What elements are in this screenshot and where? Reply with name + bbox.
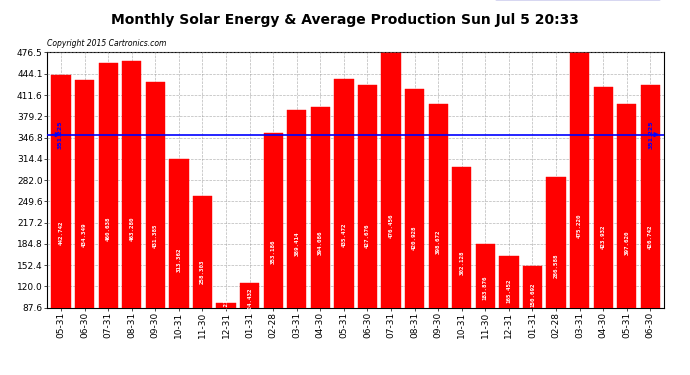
Bar: [452, 167, 471, 365]
Bar: [640, 85, 660, 365]
Text: 95.214: 95.214: [224, 296, 228, 316]
Text: 286.588: 286.588: [553, 254, 558, 278]
Text: 420.928: 420.928: [412, 225, 417, 250]
Bar: [500, 256, 519, 365]
Text: 434.349: 434.349: [82, 222, 87, 247]
Text: 435.472: 435.472: [342, 222, 346, 247]
Text: 427.676: 427.676: [365, 224, 370, 248]
Bar: [310, 106, 330, 365]
Bar: [169, 159, 188, 365]
Bar: [122, 61, 141, 365]
Bar: [382, 53, 401, 365]
Bar: [334, 80, 353, 365]
Bar: [617, 104, 636, 365]
Bar: [146, 82, 165, 365]
Text: 398.672: 398.672: [435, 230, 441, 255]
Bar: [240, 284, 259, 365]
Text: 460.638: 460.638: [106, 217, 110, 242]
Text: 165.452: 165.452: [506, 279, 511, 303]
Bar: [193, 196, 212, 365]
Text: 423.932: 423.932: [601, 225, 606, 249]
Bar: [405, 89, 424, 365]
Text: 302.128: 302.128: [460, 250, 464, 275]
Text: 397.620: 397.620: [624, 230, 629, 255]
Text: 476.456: 476.456: [388, 214, 393, 238]
Bar: [570, 53, 589, 365]
Text: 313.362: 313.362: [177, 248, 181, 272]
Text: 431.385: 431.385: [153, 223, 158, 248]
Bar: [264, 134, 283, 365]
Bar: [217, 303, 236, 365]
Text: 124.432: 124.432: [247, 288, 252, 312]
Bar: [428, 104, 448, 365]
Text: 475.220: 475.220: [577, 214, 582, 238]
Bar: [99, 63, 118, 365]
Bar: [287, 110, 306, 365]
Bar: [475, 244, 495, 365]
Bar: [523, 266, 542, 365]
Text: Monthly Solar Energy & Average Production Sun Jul 5 20:33: Monthly Solar Energy & Average Productio…: [111, 13, 579, 27]
Text: 351.225: 351.225: [57, 120, 62, 149]
Bar: [593, 87, 613, 365]
Bar: [546, 177, 566, 365]
Bar: [358, 84, 377, 365]
Text: Copyright 2015 Cartronics.com: Copyright 2015 Cartronics.com: [47, 39, 166, 48]
Text: 442.742: 442.742: [59, 221, 63, 245]
Text: 389.414: 389.414: [294, 232, 299, 256]
Text: 258.303: 258.303: [200, 260, 205, 284]
Text: 351.225: 351.225: [649, 120, 654, 149]
Text: 394.086: 394.086: [318, 231, 323, 255]
Text: 463.280: 463.280: [129, 216, 135, 241]
Text: 426.742: 426.742: [648, 224, 653, 249]
Text: 183.876: 183.876: [483, 275, 488, 300]
Text: 150.692: 150.692: [530, 282, 535, 306]
Bar: [51, 75, 71, 365]
Text: 353.186: 353.186: [270, 240, 276, 264]
Bar: [75, 80, 95, 365]
